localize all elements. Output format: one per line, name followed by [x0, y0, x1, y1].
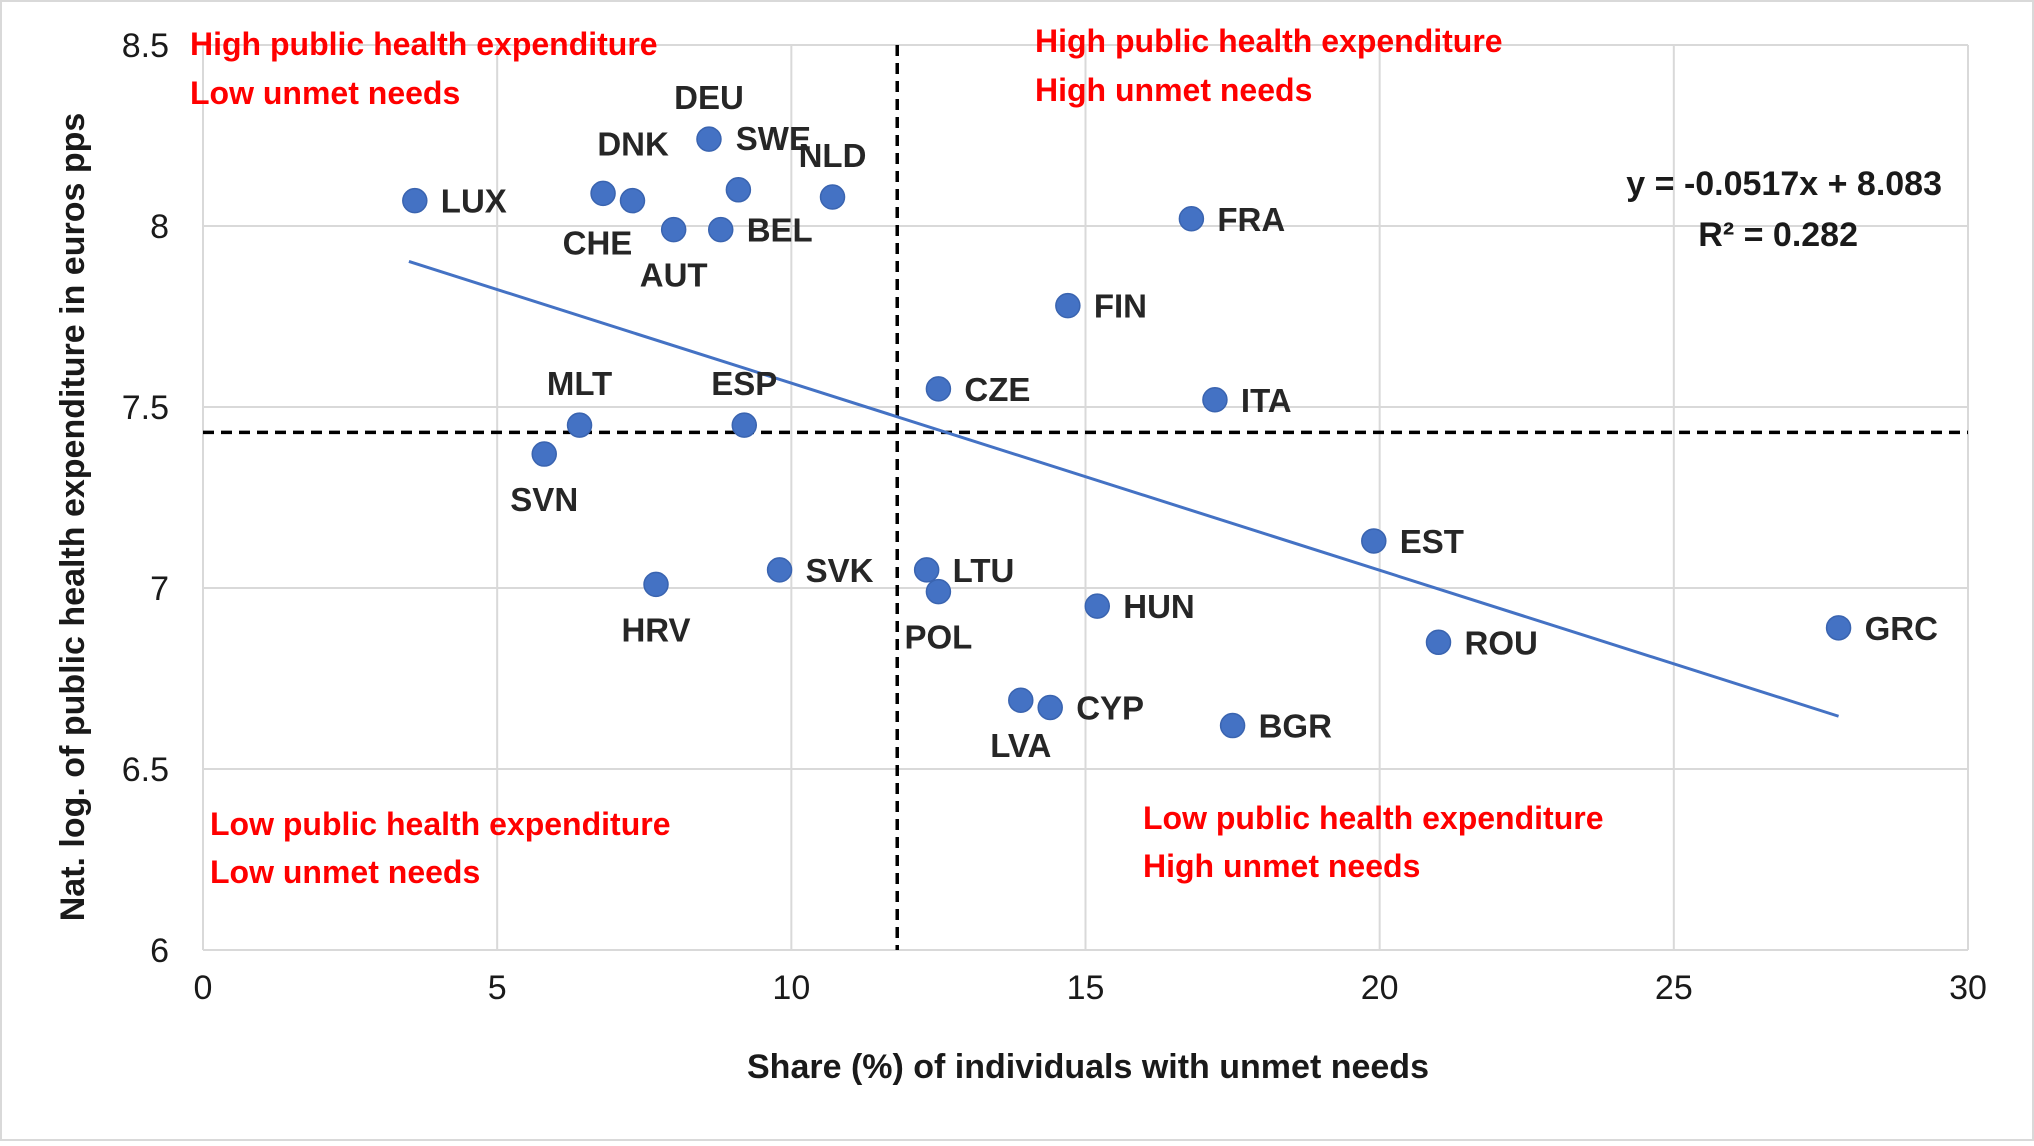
point-label-che: CHE: [563, 225, 633, 262]
point-label-grc: GRC: [1865, 610, 1938, 647]
point-label-mlt: MLT: [547, 365, 612, 402]
x-tick-label: 0: [194, 969, 213, 1007]
y-tick-label: 7.5: [122, 389, 169, 427]
y-tick-label: 6: [150, 932, 169, 970]
point-label-rou: ROU: [1465, 624, 1538, 661]
x-tick-label: 10: [772, 969, 810, 1007]
quadrant-bottom-right-line2: High unmet needs: [1143, 848, 1420, 884]
point-che: [619, 187, 646, 214]
point-label-lva: LVA: [990, 727, 1051, 764]
point-pol: [925, 578, 952, 605]
point-label-hrv: HRV: [621, 611, 690, 648]
x-tick-label: 15: [1067, 969, 1105, 1007]
point-mlt: [566, 412, 593, 438]
point-svk: [766, 557, 793, 583]
point-label-bel: BEL: [747, 212, 813, 249]
point-aut: [660, 216, 687, 243]
quadrant-top-left-line1: High public health expenditure: [190, 26, 658, 62]
trendline-equation: y = -0.0517x + 8.083: [1626, 165, 1942, 203]
axis-ticks: 0 5 10 15 20 25 30 6 6.5 7 7.5 8 8.5: [122, 27, 1987, 1007]
quadrant-bottom-right-line1: Low public health expenditure: [1143, 800, 1603, 836]
point-label-bgr: BGR: [1259, 708, 1333, 745]
point-ita: [1202, 387, 1228, 413]
point-label-dnk: DNK: [597, 125, 669, 162]
trendline: [408, 260, 1840, 718]
trendline-group: [408, 260, 1840, 718]
point-label-pol: POL: [904, 619, 972, 656]
point-label-cyp: CYP: [1076, 689, 1144, 726]
point-esp: [731, 412, 758, 438]
point-rou: [1425, 629, 1452, 656]
point-label-swe: SWE: [736, 120, 811, 157]
quadrant-bottom-left-line1: Low public health expenditure: [210, 806, 670, 842]
trendline-r-squared: R² = 0.282: [1698, 216, 1858, 254]
point-nld: [819, 184, 846, 210]
point-label-lux: LUX: [441, 183, 507, 220]
point-label-hun: HUN: [1123, 588, 1195, 625]
point-deu: [696, 126, 722, 152]
point-cze: [925, 376, 952, 402]
y-axis-title: Nat. log. of public health expenditure i…: [54, 113, 92, 922]
point-label-svk: SVK: [806, 552, 874, 589]
point-label-cze: CZE: [964, 371, 1030, 408]
quadrant-top-left-line2: Low unmet needs: [190, 75, 460, 111]
point-ltu: [913, 557, 940, 583]
y-tick-label: 8.5: [122, 27, 169, 65]
y-tick-label: 7: [150, 570, 169, 608]
quadrant-dividers: [203, 45, 1968, 950]
point-label-esp: ESP: [711, 365, 777, 402]
quadrant-bottom-left-line2: Low unmet needs: [210, 854, 480, 890]
x-tick-label: 5: [488, 969, 507, 1007]
point-hun: [1084, 593, 1111, 619]
point-cyp: [1037, 694, 1063, 721]
point-hrv: [643, 571, 669, 598]
point-fra: [1178, 206, 1205, 232]
x-axis-title: Share (%) of individuals with unmet need…: [747, 1048, 1429, 1086]
point-label-ita: ITA: [1241, 382, 1292, 419]
point-bgr: [1219, 712, 1246, 739]
point-fin: [1055, 292, 1081, 319]
point-grc: [1825, 615, 1852, 641]
point-label-est: EST: [1400, 523, 1464, 560]
point-label-fra: FRA: [1217, 201, 1285, 238]
point-svn: [531, 441, 557, 467]
point-label-aut: AUT: [640, 257, 708, 294]
point-label-nld: NLD: [799, 137, 867, 174]
x-tick-label: 30: [1949, 969, 1987, 1007]
point-dnk: [590, 180, 616, 207]
point-est: [1361, 528, 1387, 554]
gridlines: [202, 44, 1969, 951]
x-tick-label: 25: [1655, 969, 1693, 1007]
y-tick-label: 8: [150, 208, 169, 246]
quadrant-top-right-line2: High unmet needs: [1035, 72, 1312, 108]
point-lva: [1008, 687, 1034, 713]
point-label-svn: SVN: [510, 481, 578, 518]
point-label-fin: FIN: [1094, 288, 1147, 325]
x-tick-label: 20: [1361, 969, 1399, 1007]
point-label-ltu: LTU: [953, 552, 1015, 589]
quadrant-top-right-line1: High public health expenditure: [1035, 23, 1503, 59]
point-swe: [725, 177, 752, 203]
point-lux: [402, 187, 428, 214]
point-bel: [707, 216, 734, 243]
y-tick-label: 6.5: [122, 751, 169, 789]
point-label-deu: DEU: [674, 79, 744, 116]
data-points: [402, 126, 1852, 739]
